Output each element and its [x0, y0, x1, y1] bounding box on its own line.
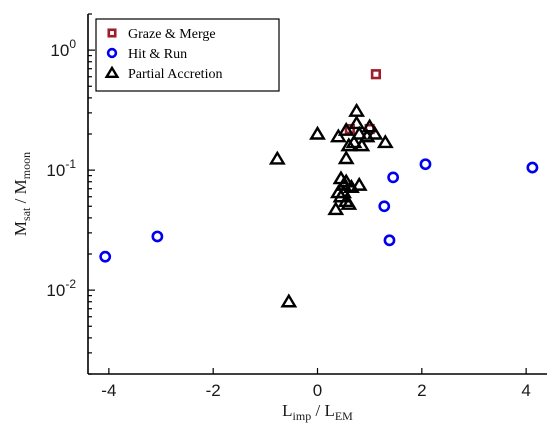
x-axis-label: Limp / LEM	[282, 401, 353, 423]
legend: Graze & Merge Hit & Run Partial Accretion	[95, 18, 280, 92]
partial-accretion-point	[268, 150, 286, 165]
partial-accretion-point	[280, 293, 298, 308]
hit-run-point	[383, 234, 396, 247]
partial-accretion-point	[337, 121, 355, 136]
hit-run-point	[151, 230, 164, 243]
y-tick-label: 10-2	[46, 277, 76, 300]
hit-run-point	[99, 250, 112, 263]
legend-hit-run-label: Hit & Run	[128, 47, 187, 62]
partial-accretion-point	[350, 125, 368, 140]
x-tick-label: -2	[206, 381, 221, 400]
legend-partial-accretion-label: Partial Accretion	[128, 67, 222, 82]
y-tick-label: 100	[50, 37, 76, 60]
partial-accretion-point	[361, 118, 379, 133]
legend-box	[95, 18, 280, 92]
hit-run-point	[378, 200, 391, 213]
axes: -4 -2 0 2 4 100 10-1 10-2 Limp / LEM Msat / Mmoon	[11, 13, 547, 423]
legend-graze-merge-label: Graze & Merge	[128, 27, 216, 42]
legend-partial-accretion-marker	[104, 65, 120, 79]
partial-accretion-point	[340, 137, 358, 152]
partial-accretion-point	[340, 195, 358, 210]
partial-accretion-point	[345, 134, 363, 149]
partial-accretion-point	[337, 173, 355, 188]
partial-accretion-point	[337, 150, 355, 165]
x-tick-label: -4	[101, 381, 116, 400]
partial-accretion-point	[376, 134, 394, 149]
partial-accretion-point	[327, 201, 345, 216]
x-tick-label: 0	[313, 381, 322, 400]
hit-run-point	[387, 171, 400, 184]
partial-accretion-point	[309, 125, 326, 140]
y-axis-label: Msat / Mmoon	[11, 152, 33, 236]
hit-run-point	[419, 158, 432, 171]
x-tick-label: 4	[521, 381, 530, 400]
partial-accretion-point	[332, 188, 350, 203]
legend-graze-merge-marker	[107, 28, 117, 38]
partial-accretion-point	[350, 176, 368, 191]
partial-accretion-point	[366, 125, 384, 140]
hit-run-point	[526, 161, 539, 174]
x-tick-label: 2	[417, 381, 426, 400]
graze-merge-point	[370, 69, 382, 80]
partial-accretion-point	[348, 115, 366, 130]
data-marks	[99, 69, 539, 308]
legend-hit-run-marker	[106, 47, 118, 59]
y-tick-label: 10-1	[46, 157, 76, 180]
